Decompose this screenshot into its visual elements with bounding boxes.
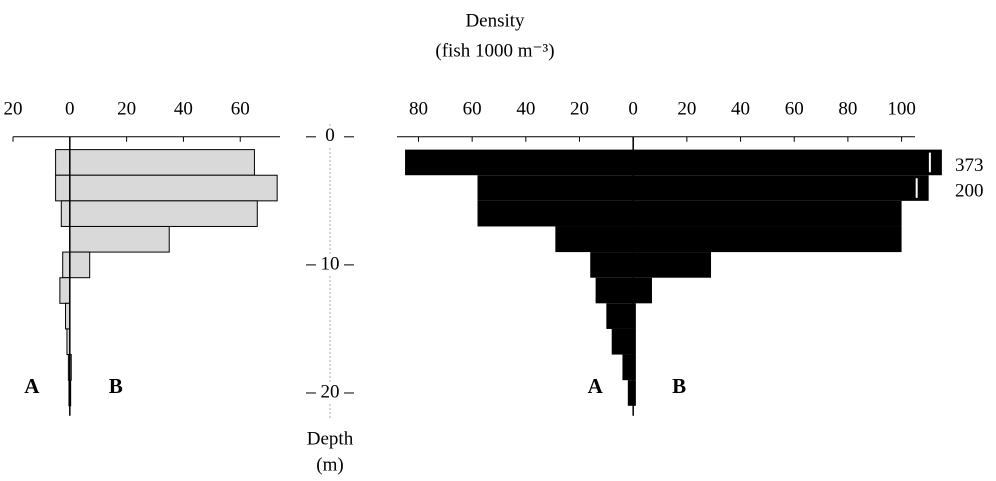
bar xyxy=(69,149,255,176)
value-label: 200 xyxy=(955,180,984,201)
series-label ab: B xyxy=(109,374,123,398)
bar xyxy=(55,149,71,176)
bar xyxy=(633,252,712,278)
value-label: 373 xyxy=(955,155,984,176)
bar xyxy=(633,149,942,176)
bar xyxy=(633,380,636,406)
bar xyxy=(633,354,636,381)
bar xyxy=(477,200,634,227)
x-tick-label: 20 xyxy=(4,98,23,119)
bar xyxy=(633,226,902,253)
x-tick-label: 20 xyxy=(677,98,696,119)
bar xyxy=(633,277,652,304)
depth-tick-bg xyxy=(316,253,344,276)
x-tick-label: 0 xyxy=(65,98,75,119)
depth-tick-label: 10 xyxy=(321,253,340,274)
x-tick-label: 20 xyxy=(117,98,136,119)
depth-unit: (m) xyxy=(316,454,343,475)
x-tick-label: 0 xyxy=(628,98,638,119)
bar xyxy=(60,200,71,227)
title: Density xyxy=(465,10,525,31)
x-tick-label: 60 xyxy=(463,98,482,119)
bar xyxy=(477,175,634,201)
bar xyxy=(590,252,634,278)
bar xyxy=(595,277,634,304)
x-tick-label: 20 xyxy=(570,98,589,119)
x-tick-label: 40 xyxy=(731,98,750,119)
x-tick-label: 100 xyxy=(887,98,916,119)
subtitle: (fish 1000 m⁻³) xyxy=(435,40,554,61)
depth-tick-label: 20 xyxy=(321,381,340,402)
x-tick-label: 40 xyxy=(174,98,193,119)
bar xyxy=(633,328,636,355)
series-label ab: B xyxy=(672,374,686,398)
bar xyxy=(622,354,634,381)
bar xyxy=(69,174,278,202)
x-tick-label: 60 xyxy=(785,98,804,119)
bar xyxy=(62,251,71,279)
x-tick-label: 60 xyxy=(231,98,250,119)
bar xyxy=(633,175,929,201)
x-tick-label: 80 xyxy=(838,98,857,119)
x-tick-label: 40 xyxy=(516,98,535,119)
bar xyxy=(611,328,634,355)
bar xyxy=(69,225,170,253)
x-tick-label: 80 xyxy=(409,98,428,119)
series-label ab: A xyxy=(588,374,604,398)
depth-tick-label: 0 xyxy=(325,125,335,146)
bar xyxy=(405,149,634,176)
bar xyxy=(55,174,71,202)
series-label ab: A xyxy=(24,374,40,398)
bar xyxy=(69,200,258,227)
bar xyxy=(555,226,634,253)
bar xyxy=(633,200,902,227)
bar xyxy=(606,303,634,329)
bar xyxy=(633,303,636,329)
depth-label: Depth xyxy=(307,428,354,449)
bar xyxy=(59,277,71,304)
depth-tick-bg xyxy=(316,381,344,404)
depth-tick-bg xyxy=(316,125,344,148)
bar xyxy=(627,380,634,406)
bar xyxy=(69,251,91,279)
